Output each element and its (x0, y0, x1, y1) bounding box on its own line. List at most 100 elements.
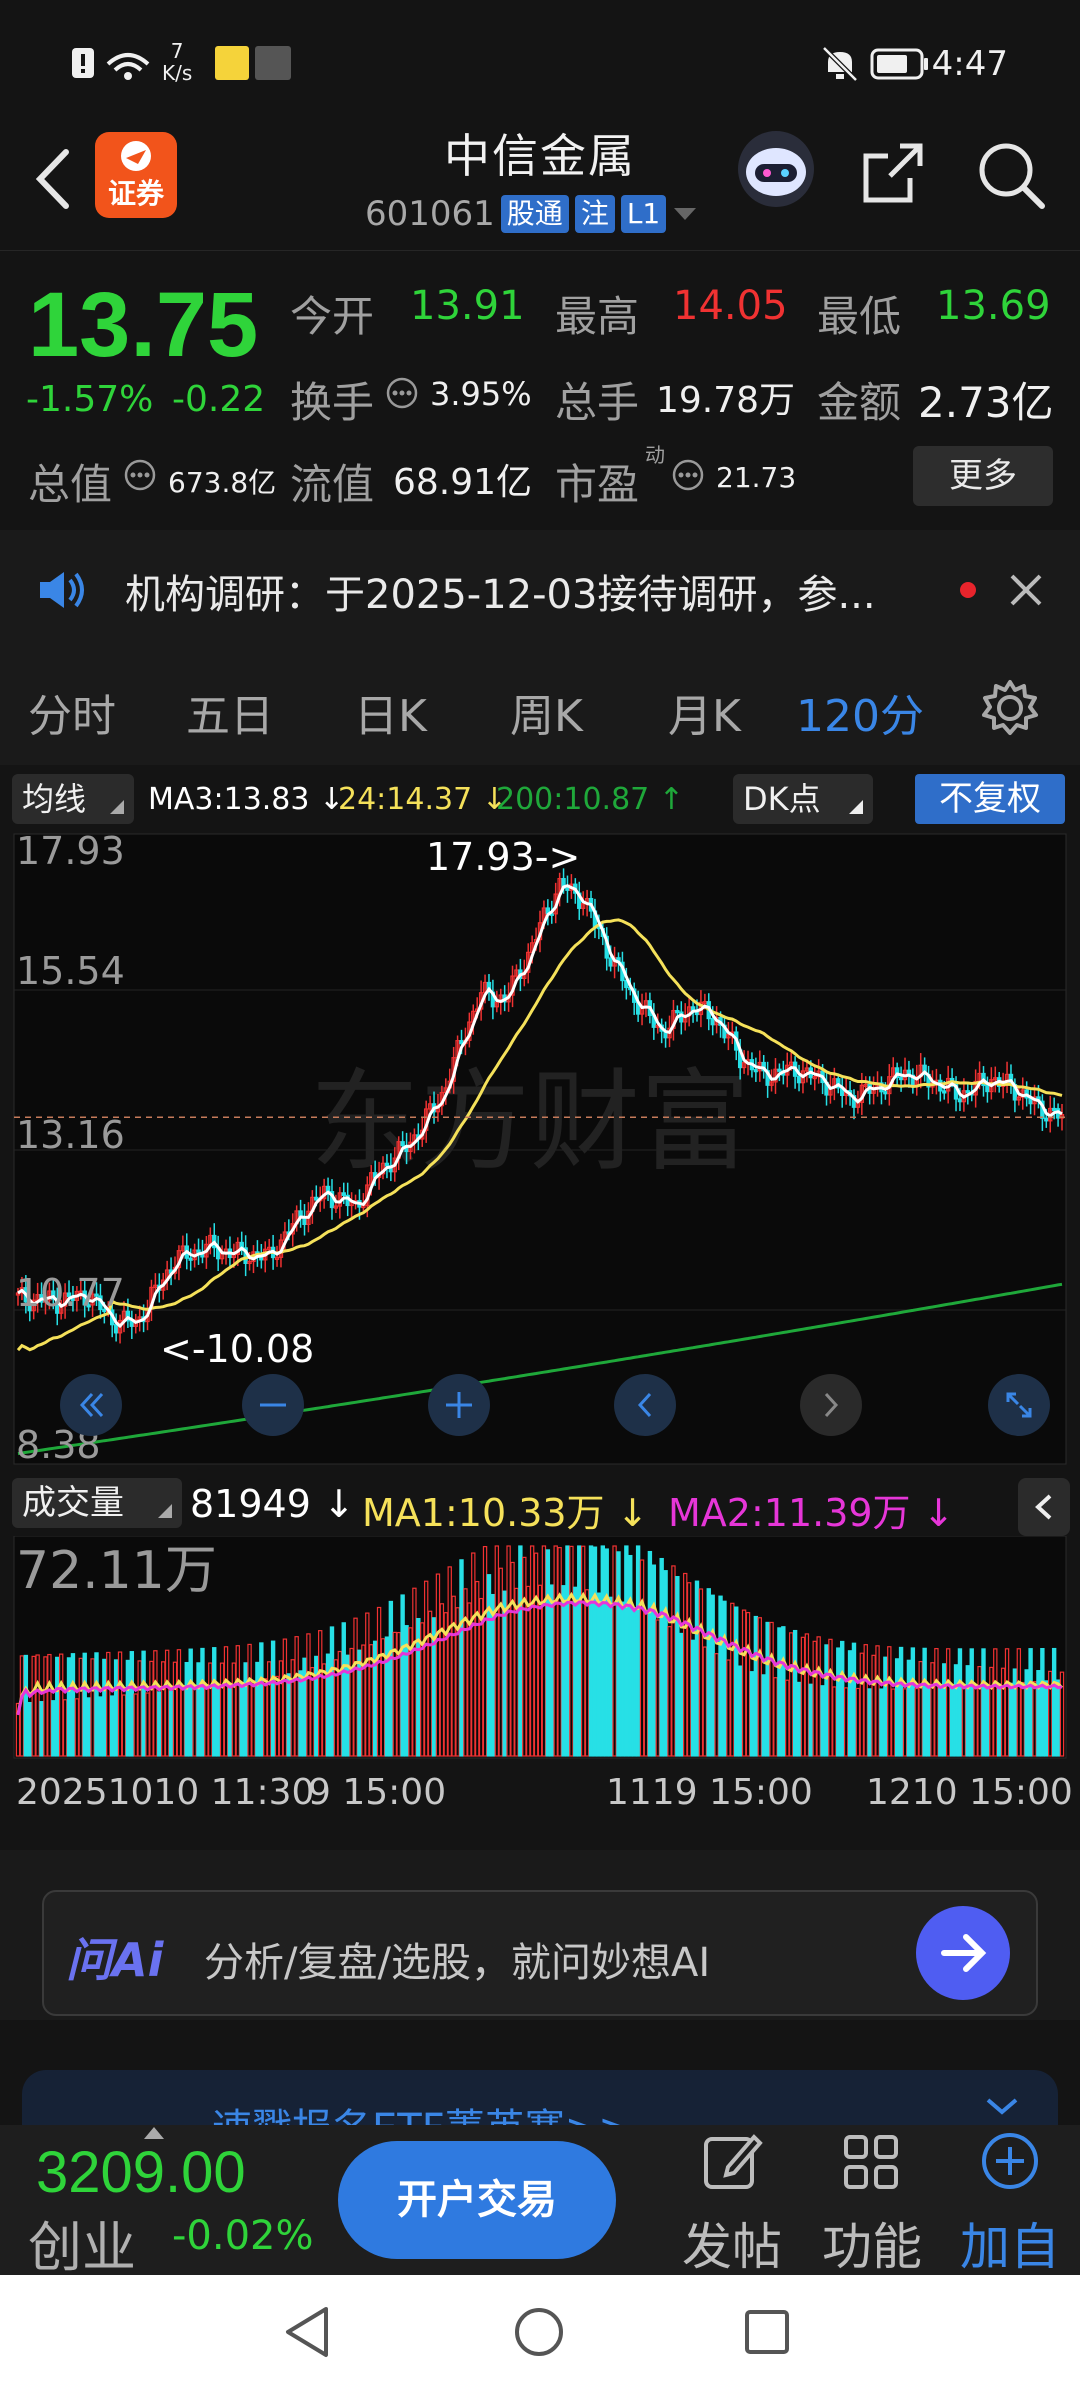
volume-bar (23, 1654, 29, 1757)
back-arrow-icon[interactable] (30, 146, 74, 212)
volume-bar (137, 1660, 142, 1757)
zoom-in-button[interactable] (428, 1374, 490, 1436)
tab-daily-k[interactable]: 日K (354, 691, 427, 742)
kline-chart[interactable]: 东方财富 17.93 15.54 13.16 10.77 8.38 17.93-… (0, 829, 1080, 1470)
index-name[interactable]: 创业 (28, 2216, 136, 2279)
ma-selector[interactable]: 均线 (12, 774, 134, 824)
volume-bar (172, 1661, 178, 1757)
grid-icon (844, 2135, 898, 2189)
volume-bar (74, 1698, 80, 1757)
dk-point-selector[interactable]: DK点 (733, 774, 873, 824)
volume-selector[interactable]: 成交量 (12, 1478, 182, 1528)
promo-banner[interactable]: 速戳报名ETF菁英赛>> (22, 2070, 1058, 2125)
volume-bar (580, 1545, 586, 1757)
tab-intraday[interactable]: 分时 (28, 691, 116, 742)
chart-next-button[interactable] (800, 1374, 862, 1436)
low-value: 13.69 (936, 283, 1051, 329)
volume-chart[interactable]: 72.11万 (0, 1535, 1080, 1766)
share-icon[interactable] (860, 140, 926, 206)
volume-bar (404, 1625, 409, 1757)
status-bar: 7 K/s 4:47 (0, 0, 1080, 120)
volume-bar (208, 1662, 213, 1757)
info-dots-icon[interactable] (384, 375, 420, 411)
nav-home-icon[interactable] (512, 2305, 566, 2359)
volume-bar (765, 1621, 770, 1757)
volume-indicator-row: 成交量 81949 ↓ MA1:10.33万 ↓ MA2:11.39万 ↓ (0, 1470, 1080, 1536)
volume-current-text: 81949 (190, 1482, 311, 1526)
add-watchlist-button[interactable]: 加自 (948, 2129, 1072, 2279)
zoom-out-button[interactable] (242, 1374, 304, 1436)
open-account-trade-button[interactable]: 开户交易 (338, 2141, 616, 2259)
low-label: 最低 (817, 292, 902, 341)
tab-five-day[interactable]: 五日 (186, 691, 274, 742)
candle-body (333, 1205, 339, 1209)
volume-bar (804, 1633, 810, 1757)
volume-bar (423, 1580, 429, 1757)
volume-bar (981, 1648, 986, 1757)
volume-bar (1059, 1671, 1065, 1757)
volume-bar (157, 1691, 162, 1757)
double-chevron-left-icon (79, 1392, 104, 1418)
volume-ma2-text: MA2:11.39万 (668, 1491, 911, 1535)
tab-monthly-k[interactable]: 月K (668, 691, 741, 742)
volume-bar (435, 1573, 441, 1757)
ai-send-button[interactable] (916, 1906, 1010, 2000)
volume-bar (239, 1682, 244, 1757)
volume-bar (502, 1590, 507, 1757)
post-button[interactable]: 发帖 (672, 2129, 792, 2279)
stock-code: 601061 (365, 194, 495, 234)
pe-value: 21.73 (716, 461, 797, 494)
fullscreen-button[interactable] (988, 1374, 1050, 1436)
candle-body (965, 1090, 971, 1094)
volume-bar (266, 1661, 272, 1757)
volume-bar (145, 1692, 150, 1757)
robot-assistant-icon[interactable] (735, 128, 817, 210)
collapse-panel-button[interactable] (1018, 1478, 1070, 1536)
gear-icon[interactable] (980, 678, 1040, 738)
app-logo[interactable]: 证券 (95, 132, 177, 218)
volume-current: 81949 ↓ (190, 1482, 355, 1526)
info-dots-icon[interactable] (670, 457, 706, 493)
candle-body (94, 1293, 99, 1297)
volume-bars-group (15, 1545, 1065, 1757)
candle-body (702, 1001, 708, 1005)
volume-ma2-line (16, 1600, 1063, 1716)
axis-tick-3: 13.16 (16, 1113, 125, 1157)
functions-button[interactable]: 功能 (812, 2129, 932, 2279)
nav-back-icon[interactable] (282, 2305, 332, 2359)
notice-bar[interactable]: 机构调研：于2025-12-03接待调研，参... (0, 530, 1080, 650)
tab-120min[interactable]: 120分 (796, 691, 924, 742)
volume-bar (737, 1665, 743, 1757)
stock-code-row[interactable]: 601061 股通 注 L1 (365, 192, 698, 236)
volume-bar (683, 1572, 688, 1757)
date-label-4: 1210 15:00 (866, 1772, 1073, 1813)
volume-bar (482, 1546, 488, 1757)
volume-bar (1032, 1681, 1037, 1757)
chart-rewind-button[interactable] (60, 1374, 122, 1436)
ma200-value: 200:10.87 ↑ (496, 782, 684, 817)
more-button[interactable]: 更多 (913, 446, 1053, 506)
ma3-value: MA3:13.83 ↓ (148, 782, 345, 817)
chart-prev-button[interactable] (614, 1374, 676, 1436)
candle-body (117, 1319, 123, 1334)
volume-bar (698, 1588, 704, 1757)
candle-body (66, 1292, 72, 1298)
volume-bar (922, 1647, 927, 1757)
corner-triangle-icon (110, 800, 124, 814)
volume-ma1: MA1:10.33万 ↓ (362, 1491, 649, 1535)
index-value[interactable]: 3209.00 (36, 2140, 246, 2205)
volume-bar (667, 1626, 672, 1757)
candle-body (102, 1308, 107, 1313)
volume-bar (286, 1673, 292, 1757)
nav-recents-icon[interactable] (742, 2307, 792, 2357)
search-icon[interactable] (976, 140, 1046, 210)
volume-bar (977, 1665, 982, 1757)
info-dots-icon[interactable] (122, 457, 158, 493)
volume-bar (1004, 1648, 1010, 1757)
ai-search-box[interactable]: 问Ai 分析/复盘/选股，就问妙想AI (42, 1890, 1038, 2016)
ma24-text: 24:14.37 (338, 782, 473, 817)
candle-body (314, 1196, 319, 1201)
adjust-button[interactable]: 不复权 (915, 774, 1065, 824)
tab-weekly-k[interactable]: 周K (510, 691, 583, 742)
close-icon[interactable] (1008, 572, 1044, 608)
